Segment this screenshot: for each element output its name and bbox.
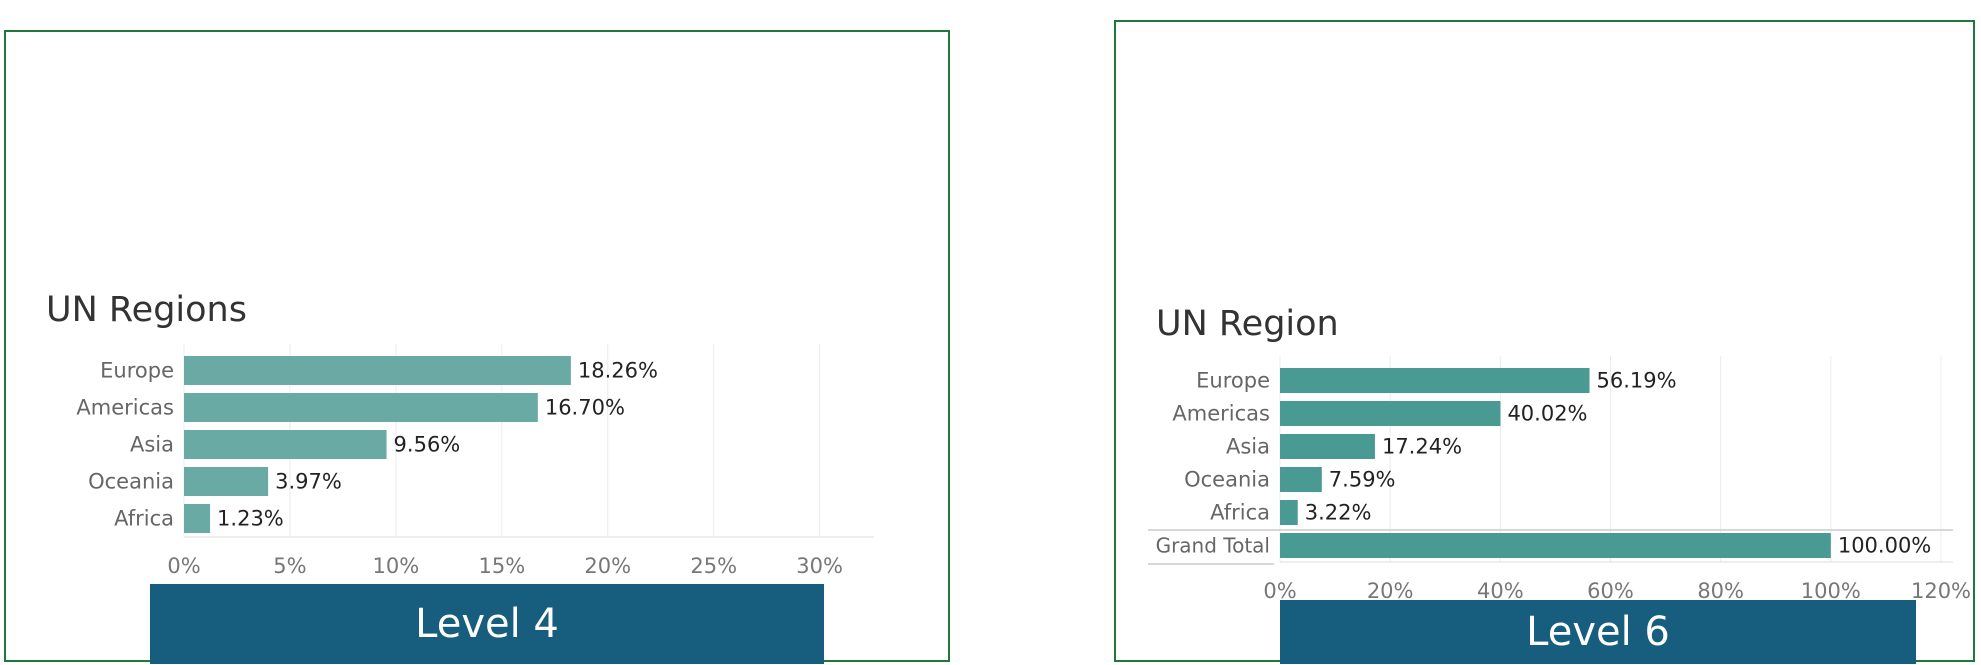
chart-panel-level-4: UN Regions Europe 18.26% Americas 16.70% Asi… [4,30,950,664]
x-tick-label: 100% [1801,579,1861,603]
x-tick-label: 25% [690,554,737,578]
chart-panel-level-6: UN Region Europe 56.19% Americas 40.02% Asia… [1114,20,1975,664]
chart-title: UN Region [1156,304,1339,344]
chart-title: UN Regions [46,290,247,330]
category-label: Americas [1172,402,1270,426]
x-tick-label: 40% [1477,579,1524,603]
category-label: Oceania [1184,468,1270,492]
bar [1280,368,1590,393]
category-label: Europe [1196,369,1270,393]
data-label: 18.26% [578,359,658,383]
category-label: Oceania [88,470,174,494]
level-banner: Level 6 [1280,600,1916,664]
x-tick-label: 80% [1697,579,1744,603]
category-label: Africa [114,507,174,531]
data-label: 1.23% [217,507,284,531]
bar [1280,401,1501,426]
data-label: 3.97% [275,470,342,494]
data-label: 16.70% [545,396,625,420]
data-label: 17.24% [1382,435,1462,459]
bar [1280,500,1298,525]
x-tick-label: 0% [167,554,200,578]
x-tick-label: 60% [1587,579,1634,603]
x-tick-label: 10% [373,554,420,578]
data-label: 56.19% [1597,369,1677,393]
bar [1280,434,1375,459]
bar [184,356,571,385]
category-label: Asia [1226,435,1270,459]
data-label: 40.02% [1507,402,1587,426]
grand-total-bar [1280,533,1831,558]
bar [1280,467,1322,492]
bar [184,504,211,533]
bar [184,393,538,422]
bar-chart-un-region: Europe 56.19% Americas 40.02% Asia 17.24% Ocea… [1148,356,1971,603]
grand-total-label: Grand Total [1156,534,1270,558]
x-tick-label: 5% [273,554,306,578]
data-label: 9.56% [394,433,461,457]
x-tick-label: 20% [584,554,631,578]
x-tick-label: 15% [478,554,525,578]
x-tick-label: 120% [1911,579,1971,603]
category-label: Europe [100,359,174,383]
category-label: Asia [130,433,174,457]
category-label: Africa [1210,501,1270,525]
x-tick-label: 0% [1263,579,1296,603]
bar-chart-un-regions: Europe 18.26% Americas 16.70% Asia 9.56% Ocean… [76,344,874,578]
x-tick-label: 30% [796,554,843,578]
level-banner: Level 4 [150,584,824,664]
bar [184,430,387,459]
bar [184,467,269,496]
category-label: Americas [76,396,174,420]
data-label: 3.22% [1305,501,1372,525]
x-tick-label: 20% [1367,579,1414,603]
data-label: 7.59% [1329,468,1396,492]
grand-total-data-label: 100.00% [1838,534,1931,558]
